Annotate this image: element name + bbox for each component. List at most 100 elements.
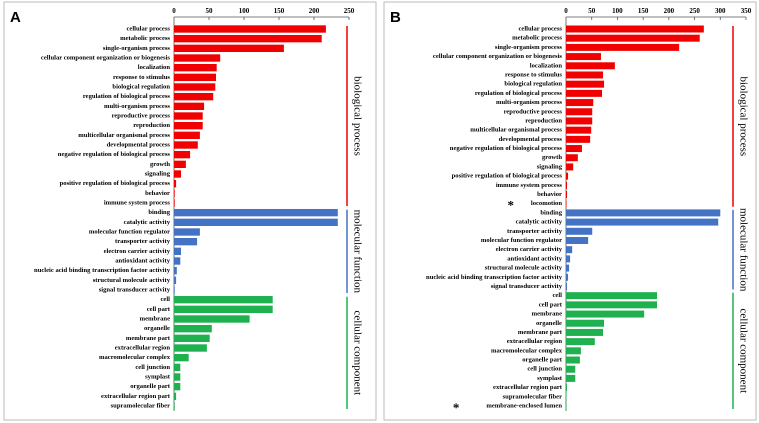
bar (566, 108, 593, 116)
group-label: cellular component (351, 311, 363, 396)
category-label: response to stimulus (505, 71, 562, 78)
panel-border (383, 1, 757, 421)
bar (566, 255, 571, 263)
bar (566, 80, 605, 88)
category-label: growth (542, 154, 562, 161)
group-label: molecular function (351, 210, 363, 294)
bar (174, 73, 216, 82)
bar (174, 363, 181, 372)
category-label: catalytic activity (124, 219, 171, 226)
category-label: transporter activity (507, 228, 563, 235)
bar (566, 282, 568, 290)
bar (174, 160, 186, 169)
bar (174, 199, 175, 207)
bar (174, 102, 205, 111)
bar (566, 163, 574, 171)
category-label: membrane (532, 311, 562, 318)
category-label: positive regulation of biological proces… (60, 180, 171, 187)
bar (566, 374, 576, 382)
bar (566, 301, 658, 309)
bar (566, 43, 680, 51)
bar (566, 209, 721, 217)
x-tick-label: 100 (612, 7, 623, 15)
bar (566, 154, 578, 162)
category-label: catalytic activity (516, 219, 563, 226)
bar (174, 54, 221, 62)
panel-label: B (390, 9, 401, 26)
bar (566, 200, 567, 208)
bar (174, 189, 175, 198)
category-label: multi-organism process (104, 103, 170, 110)
bar (174, 373, 181, 381)
bar (174, 112, 203, 120)
annotation: * (508, 198, 515, 213)
category-label: cell (160, 296, 170, 303)
category-label: multi-organism process (496, 99, 562, 106)
bar (566, 135, 591, 143)
category-label: cell part (539, 301, 563, 308)
bar (566, 365, 576, 373)
bar (566, 236, 589, 244)
annotation: * (453, 400, 460, 415)
bar (566, 347, 581, 355)
bar (566, 99, 594, 107)
bar (566, 145, 582, 153)
bar (566, 319, 605, 327)
category-label: localization (138, 64, 171, 71)
category-label: symplast (537, 375, 563, 382)
group-label: molecular function (737, 208, 749, 292)
bar (174, 353, 189, 362)
category-label: extracellular region (507, 338, 563, 345)
x-tick-label: 50 (206, 7, 214, 15)
category-label: antioxidant activity (507, 255, 562, 262)
category-label: supramolecular fiber (111, 403, 170, 410)
bar (174, 295, 273, 304)
category-label: metabolic process (512, 35, 562, 42)
bar (174, 257, 181, 265)
bar (566, 71, 604, 79)
category-label: behavior (537, 191, 562, 198)
category-label: membrane (140, 316, 170, 323)
category-label: organelle (144, 325, 170, 332)
category-label: immune system process (496, 182, 563, 189)
category-label: extracellular region part (493, 384, 563, 391)
category-label: biological regulation (504, 81, 562, 88)
group-label: cellular component (737, 309, 749, 394)
x-tick-label: 150 (638, 7, 649, 15)
category-label: cellular component organization or bioge… (41, 55, 170, 62)
x-tick-label: 50 (588, 7, 596, 15)
bar (566, 356, 580, 364)
category-label: growth (150, 161, 170, 168)
x-tick-label: 350 (741, 7, 752, 15)
category-label: binding (148, 209, 170, 216)
category-label: single-organism process (103, 45, 171, 52)
bar (566, 227, 593, 235)
category-label: structural molecule activity (485, 265, 563, 272)
category-label: single-organism process (495, 44, 563, 51)
bar (174, 44, 284, 53)
category-label: membrane part (518, 329, 563, 336)
bar (566, 384, 568, 392)
category-label: nucleic acid binding transcription facto… (426, 274, 563, 281)
bar (566, 25, 704, 33)
bar (174, 121, 203, 130)
bar (566, 172, 569, 180)
panel-border (3, 1, 377, 421)
category-label: cell (552, 292, 562, 299)
bar (174, 92, 214, 101)
category-label: symplast (145, 374, 171, 381)
group-label: biological process (351, 76, 363, 156)
category-label: reproductive process (112, 113, 171, 120)
category-label: macromolecular complex (491, 347, 563, 354)
bar (174, 266, 177, 275)
bar (566, 273, 569, 281)
bar (566, 292, 658, 300)
category-label: immune system process (104, 200, 171, 207)
x-tick-label: 250 (344, 7, 355, 15)
bar (174, 324, 212, 333)
category-label: cell junction (527, 366, 562, 373)
category-label: organelle part (130, 383, 171, 390)
category-label: multicellular organismal process (78, 132, 170, 139)
bar (566, 181, 568, 189)
category-label: reproductive process (504, 108, 563, 115)
